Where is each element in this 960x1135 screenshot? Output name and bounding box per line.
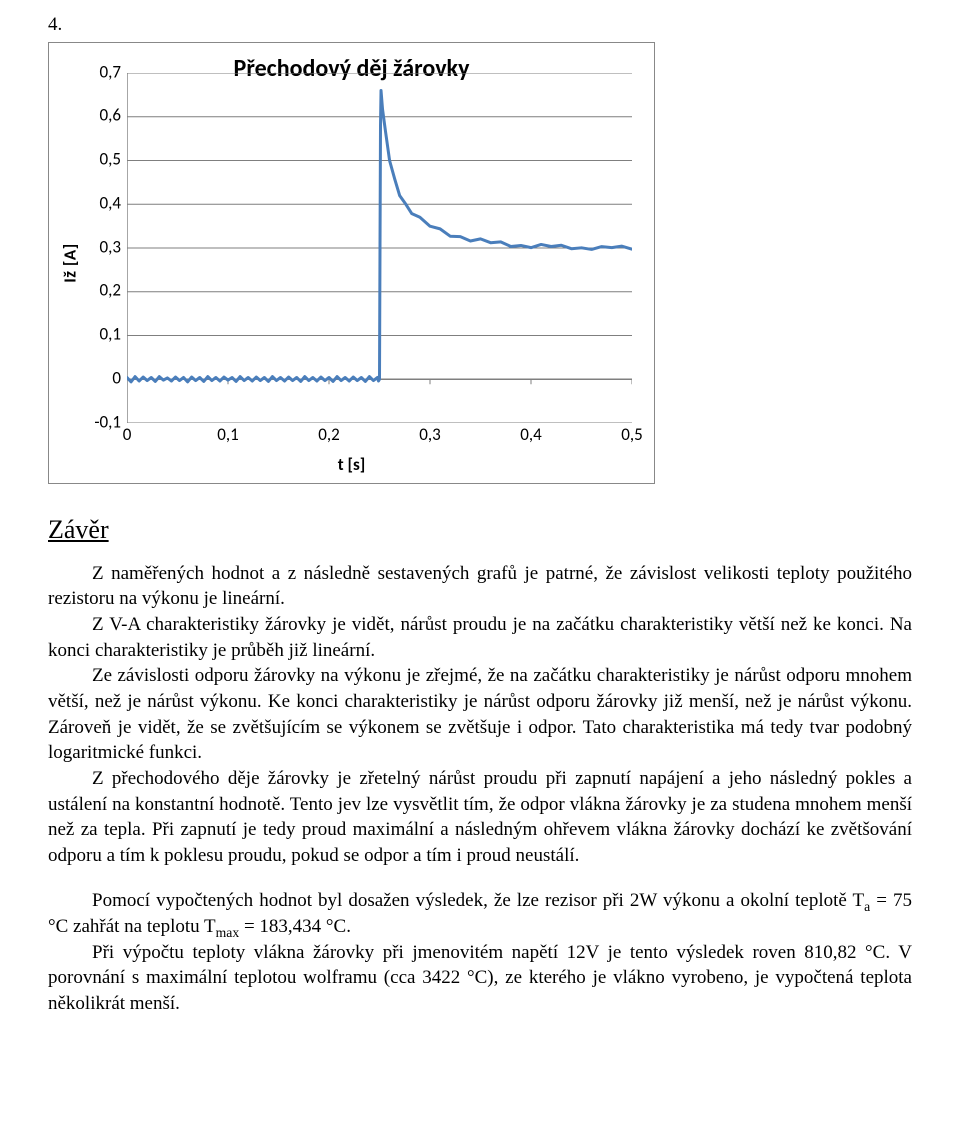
chart-ytick-label: 0,5 — [77, 149, 121, 172]
chart-xtick-label: 0,5 — [621, 424, 642, 447]
conclusion-paragraph-1: Z naměřených hodnot a z následně sestave… — [48, 561, 912, 612]
chart-xtick-label: 0,1 — [217, 424, 238, 447]
conclusion-paragraph-5: Pomocí vypočtených hodnot byl dosažen vý… — [48, 888, 912, 939]
conclusion-paragraph-6: Při výpočtu teploty vlákna žárovky při j… — [48, 940, 912, 1017]
p5-text-post: = 183,434 °C. — [239, 916, 351, 937]
chart-ytick-label: 0,6 — [77, 105, 121, 128]
chart-plot-area — [127, 73, 632, 423]
chart-x-axis-label: t [s] — [49, 454, 654, 477]
section-number: 4. — [48, 12, 912, 38]
chart-ytick-label: 0,1 — [77, 324, 121, 347]
conclusion-heading: Závěr — [48, 512, 912, 547]
chart-ytick-label: 0,2 — [77, 280, 121, 303]
conclusion-paragraph-4: Z přechodového děje žárovky je zřetelný … — [48, 766, 912, 869]
chart-xtick-label: 0,4 — [520, 424, 541, 447]
chart-ytick-label: 0,4 — [77, 192, 121, 215]
chart-ytick-label: 0,7 — [77, 61, 121, 84]
chart-xtick-label: 0 — [123, 424, 132, 447]
conclusion-paragraph-3: Ze závislosti odporu žárovky na výkonu j… — [48, 663, 912, 766]
conclusion-paragraph-2: Z V-A charakteristiky žárovky je vidět, … — [48, 612, 912, 663]
chart-container: Přechodový děj žárovky Iž [A] t [s] -0,1… — [48, 42, 655, 484]
chart-ytick-label: 0,3 — [77, 236, 121, 259]
page: 4. Přechodový děj žárovky Iž [A] t [s] -… — [0, 0, 960, 1057]
chart-svg — [127, 73, 632, 423]
p5-text-pre: Pomocí vypočtených hodnot byl dosažen vý… — [92, 890, 864, 911]
chart-ytick-label: -0,1 — [77, 411, 121, 434]
chart-xtick-label: 0,2 — [318, 424, 339, 447]
chart-xtick-label: 0,3 — [419, 424, 440, 447]
p5-subscript-max: max — [216, 925, 240, 940]
chart-ytick-label: 0 — [77, 367, 121, 390]
